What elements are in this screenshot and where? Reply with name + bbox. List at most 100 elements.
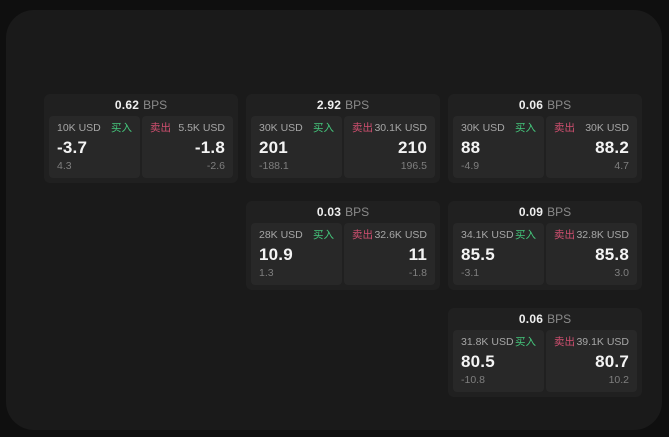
buy-delta: 1.3 (259, 267, 274, 279)
buy-amount: 31.8K USD (461, 336, 514, 348)
card-body: 34.1K USD 买入 85.5 -3.1 卖出 32.8K USD 85.8… (448, 223, 642, 290)
bps-unit-label: BPS (345, 98, 370, 112)
buy-quote-panel[interactable]: 30K USD 买入 88 -4.9 (453, 116, 544, 178)
card-header: 0.62 BPS (44, 94, 238, 116)
bps-unit-label: BPS (547, 205, 572, 219)
sell-amount: 30.1K USD (374, 122, 427, 134)
sell-quote-panel[interactable]: 卖出 30.1K USD 210 196.5 (344, 116, 435, 178)
sell-amount: 39.1K USD (576, 336, 629, 348)
buy-top-row: 30K USD 买入 (259, 122, 334, 135)
quote-card-5: 0.09 BPS 34.1K USD 买入 85.5 -3.1 卖出 32.8K… (448, 201, 642, 290)
sell-amount: 5.5K USD (178, 122, 225, 134)
bps-unit-label: BPS (143, 98, 168, 112)
sell-quote-panel[interactable]: 卖出 30K USD 88.2 4.7 (546, 116, 637, 178)
card-body: 31.8K USD 买入 80.5 -10.8 卖出 39.1K USD 80.… (448, 330, 642, 397)
app-panel: 0.62 BPS 10K USD 买入 -3.7 4.3 卖出 5.5K USD (6, 10, 662, 430)
card-body: 28K USD 买入 10.9 1.3 卖出 32.6K USD 11 -1.8 (246, 223, 440, 290)
buy-quote-panel[interactable]: 10K USD 买入 -3.7 4.3 (49, 116, 140, 178)
sell-delta: 196.5 (400, 160, 427, 172)
sell-delta: 4.7 (614, 160, 629, 172)
sell-amount: 32.6K USD (374, 229, 427, 241)
sell-label: 卖出 (554, 122, 575, 134)
buy-amount: 30K USD (259, 122, 303, 134)
card-body: 10K USD 买入 -3.7 4.3 卖出 5.5K USD -1.8 -2.… (44, 116, 238, 183)
buy-price: 10.9 (259, 244, 293, 264)
buy-amount: 28K USD (259, 229, 303, 241)
quote-card-6: 0.06 BPS 31.8K USD 买入 80.5 -10.8 卖出 39.1… (448, 308, 642, 397)
sell-amount: 30K USD (585, 122, 629, 134)
sell-delta: 3.0 (614, 267, 629, 279)
buy-price: 201 (259, 137, 288, 157)
buy-delta: 4.3 (57, 160, 72, 172)
quote-grid: 0.62 BPS 10K USD 买入 -3.7 4.3 卖出 5.5K USD (44, 94, 642, 397)
sell-top-row: 卖出 32.8K USD (554, 229, 629, 242)
quote-card-4: 0.03 BPS 28K USD 买入 10.9 1.3 卖出 32.6K US… (246, 201, 440, 290)
buy-quote-panel[interactable]: 30K USD 买入 201 -188.1 (251, 116, 342, 178)
buy-top-row: 28K USD 买入 (259, 229, 334, 242)
buy-price: -3.7 (57, 137, 88, 157)
buy-label: 买入 (515, 122, 536, 134)
sell-quote-panel[interactable]: 卖出 39.1K USD 80.7 10.2 (546, 330, 637, 392)
bps-value: 0.62 (114, 98, 140, 112)
sell-quote-panel[interactable]: 卖出 32.8K USD 85.8 3.0 (546, 223, 637, 285)
bps-value: 2.92 (316, 98, 342, 112)
sell-price: 210 (398, 137, 427, 157)
sell-label: 卖出 (150, 122, 171, 134)
buy-top-row: 30K USD 买入 (461, 122, 536, 135)
sell-top-row: 卖出 5.5K USD (150, 122, 225, 135)
sell-label: 卖出 (554, 336, 575, 348)
sell-quote-panel[interactable]: 卖出 32.6K USD 11 -1.8 (344, 223, 435, 285)
buy-quote-panel[interactable]: 31.8K USD 买入 80.5 -10.8 (453, 330, 544, 392)
buy-quote-panel[interactable]: 34.1K USD 买入 85.5 -3.1 (453, 223, 544, 285)
sell-top-row: 卖出 32.6K USD (352, 229, 427, 242)
sell-price: 88.2 (595, 137, 629, 157)
card-header: 0.06 BPS (448, 94, 642, 116)
buy-label: 买入 (111, 122, 132, 134)
bps-unit-label: BPS (345, 205, 370, 219)
sell-amount: 32.8K USD (576, 229, 629, 241)
buy-label: 买入 (313, 122, 334, 134)
buy-top-row: 31.8K USD 买入 (461, 336, 536, 349)
sell-label: 卖出 (352, 122, 373, 134)
sell-price: 11 (408, 244, 427, 264)
bps-unit-label: BPS (547, 98, 572, 112)
card-body: 30K USD 买入 88 -4.9 卖出 30K USD 88.2 4.7 (448, 116, 642, 183)
buy-quote-panel[interactable]: 28K USD 买入 10.9 1.3 (251, 223, 342, 285)
card-header: 0.03 BPS (246, 201, 440, 223)
sell-top-row: 卖出 30K USD (554, 122, 629, 135)
buy-delta: -10.8 (461, 374, 485, 386)
buy-label: 买入 (515, 336, 536, 348)
sell-top-row: 卖出 30.1K USD (352, 122, 427, 135)
buy-amount: 30K USD (461, 122, 505, 134)
buy-amount: 34.1K USD (461, 229, 514, 241)
sell-label: 卖出 (352, 229, 373, 241)
sell-price: -1.8 (194, 137, 225, 157)
buy-price: 88 (461, 137, 481, 157)
sell-delta: 10.2 (608, 374, 629, 386)
buy-price: 85.5 (461, 244, 495, 264)
sell-quote-panel[interactable]: 卖出 5.5K USD -1.8 -2.6 (142, 116, 233, 178)
quote-card-1: 0.62 BPS 10K USD 买入 -3.7 4.3 卖出 5.5K USD (44, 94, 238, 183)
bps-value: 0.06 (518, 312, 544, 326)
bps-value: 0.03 (316, 205, 342, 219)
card-header: 2.92 BPS (246, 94, 440, 116)
sell-price: 85.8 (595, 244, 629, 264)
buy-top-row: 34.1K USD 买入 (461, 229, 536, 242)
buy-amount: 10K USD (57, 122, 101, 134)
bps-value: 0.06 (518, 98, 544, 112)
sell-delta: -1.8 (408, 267, 427, 279)
bps-value: 0.09 (518, 205, 544, 219)
quote-card-3: 0.06 BPS 30K USD 买入 88 -4.9 卖出 30K USD (448, 94, 642, 183)
buy-top-row: 10K USD 买入 (57, 122, 132, 135)
sell-label: 卖出 (554, 229, 575, 241)
sell-top-row: 卖出 39.1K USD (554, 336, 629, 349)
buy-price: 80.5 (461, 351, 495, 371)
buy-label: 买入 (515, 229, 536, 241)
quote-card-2: 2.92 BPS 30K USD 买入 201 -188.1 卖出 30.1K … (246, 94, 440, 183)
card-header: 0.09 BPS (448, 201, 642, 223)
buy-delta: -3.1 (461, 267, 480, 279)
buy-delta: -4.9 (461, 160, 480, 172)
card-header: 0.06 BPS (448, 308, 642, 330)
buy-label: 买入 (313, 229, 334, 241)
bps-unit-label: BPS (547, 312, 572, 326)
